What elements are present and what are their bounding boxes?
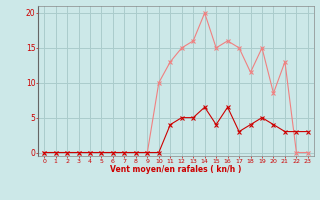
X-axis label: Vent moyen/en rafales ( kn/h ): Vent moyen/en rafales ( kn/h ) <box>110 165 242 174</box>
